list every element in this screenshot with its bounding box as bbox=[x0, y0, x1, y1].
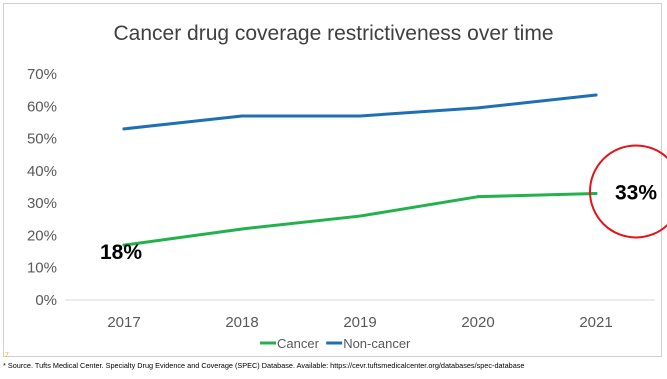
series-line-non-cancer bbox=[122, 93, 598, 131]
series-line-cancer bbox=[122, 191, 598, 247]
slide-marker: 7 bbox=[5, 352, 9, 359]
x-tick-label: 2018 bbox=[225, 314, 258, 331]
y-tick-label: 10% bbox=[27, 260, 57, 277]
data-point-non-cancer bbox=[358, 114, 362, 118]
y-tick-label: 40% bbox=[27, 163, 57, 180]
callout-label: 18% bbox=[100, 241, 142, 264]
data-point-non-cancer bbox=[594, 93, 598, 97]
x-tick-label: 2020 bbox=[461, 314, 494, 331]
y-tick-label: 0% bbox=[35, 292, 57, 309]
highlight-circle bbox=[589, 144, 667, 239]
data-point-non-cancer bbox=[240, 114, 244, 118]
x-tick-label: 2017 bbox=[107, 314, 140, 331]
source-note: * Source. Tufts Medical Center. Specialt… bbox=[3, 361, 525, 370]
data-point-cancer bbox=[122, 243, 126, 247]
y-tick-label: 20% bbox=[27, 227, 57, 244]
data-point-cancer bbox=[358, 214, 362, 218]
legend-label: Cancer bbox=[277, 336, 320, 351]
y-tick-label: 30% bbox=[27, 195, 57, 212]
callout-label: 33% bbox=[615, 181, 657, 204]
y-tick-label: 50% bbox=[27, 131, 57, 148]
legend-label: Non-cancer bbox=[343, 336, 411, 351]
y-tick-label: 60% bbox=[27, 98, 57, 115]
slide-frame bbox=[3, 3, 662, 357]
chart-title: Cancer drug coverage restrictiveness ove… bbox=[113, 22, 554, 45]
y-tick-label: 70% bbox=[27, 66, 57, 83]
data-point-non-cancer bbox=[122, 127, 126, 131]
data-point-non-cancer bbox=[476, 106, 480, 110]
data-point-cancer bbox=[240, 227, 244, 231]
x-tick-label: 2019 bbox=[343, 314, 376, 331]
x-tick-label: 2021 bbox=[579, 314, 612, 331]
data-point-cancer bbox=[594, 191, 598, 195]
data-point-cancer bbox=[476, 195, 480, 199]
